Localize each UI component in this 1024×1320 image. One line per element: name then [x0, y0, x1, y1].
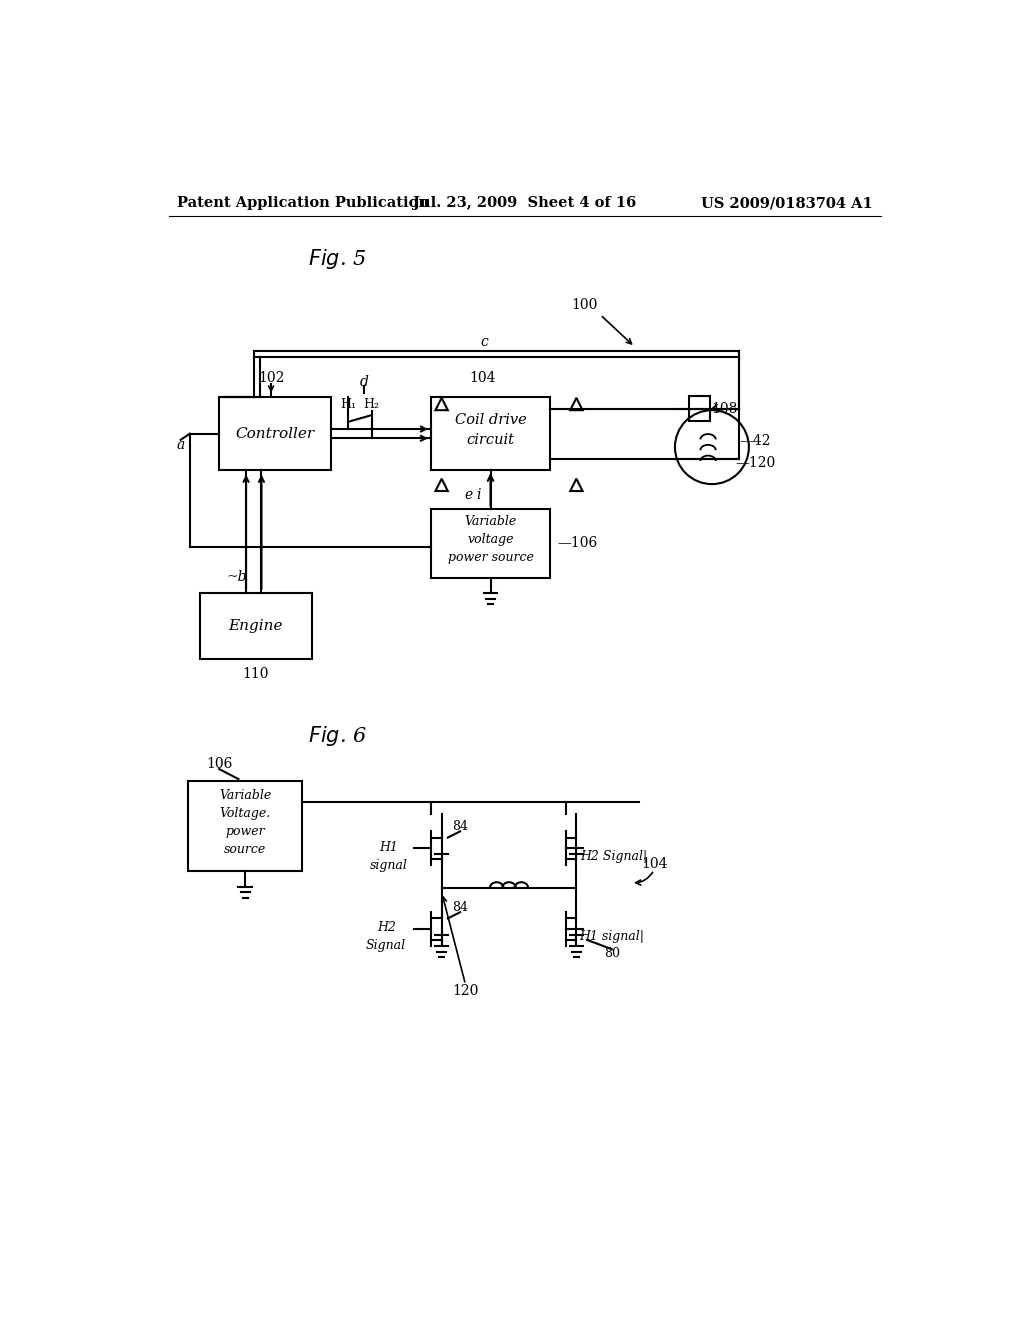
Text: 106: 106 — [206, 756, 232, 771]
Text: 84: 84 — [453, 820, 468, 833]
Text: $\it{Fig}$. 6: $\it{Fig}$. 6 — [307, 723, 367, 748]
Text: H2
Signal: H2 Signal — [367, 921, 407, 952]
Text: 110: 110 — [243, 668, 269, 681]
Text: —120: —120 — [735, 455, 775, 470]
Text: H₁: H₁ — [340, 399, 356, 412]
Text: a: a — [176, 438, 184, 453]
Text: —106: —106 — [557, 536, 597, 550]
Text: Patent Application Publication: Patent Application Publication — [177, 197, 429, 210]
Text: US 2009/0183704 A1: US 2009/0183704 A1 — [701, 197, 872, 210]
Text: d: d — [359, 375, 369, 388]
Text: Variable
voltage
power source: Variable voltage power source — [447, 515, 534, 564]
Text: Controller: Controller — [236, 426, 314, 441]
Text: 100: 100 — [571, 298, 598, 312]
Text: 104: 104 — [641, 857, 668, 871]
Text: 104: 104 — [470, 371, 496, 385]
Text: 102: 102 — [258, 371, 285, 385]
Text: Jul. 23, 2009  Sheet 4 of 16: Jul. 23, 2009 Sheet 4 of 16 — [413, 197, 637, 210]
Text: H1 signal|: H1 signal| — [580, 931, 644, 944]
Text: H2 Signal|: H2 Signal| — [580, 850, 647, 862]
Bar — [188, 780, 302, 871]
Text: e: e — [465, 488, 473, 502]
Text: Engine: Engine — [228, 619, 283, 634]
Bar — [200, 594, 311, 659]
Text: c: c — [481, 335, 488, 348]
Text: Coil drive
circuit: Coil drive circuit — [455, 413, 526, 446]
Text: —42: —42 — [739, 434, 771, 447]
Text: i: i — [477, 488, 481, 502]
Bar — [219, 397, 331, 470]
Bar — [431, 508, 550, 578]
Text: 84: 84 — [453, 902, 468, 915]
Text: 80: 80 — [604, 948, 620, 961]
Text: 120: 120 — [453, 983, 478, 998]
Text: $\it{Fig}$. 5: $\it{Fig}$. 5 — [307, 247, 366, 271]
Text: Variable
Voltage.
power
source: Variable Voltage. power source — [219, 788, 271, 855]
Text: H₂: H₂ — [364, 399, 380, 412]
Bar — [689, 396, 711, 421]
Bar — [431, 397, 550, 470]
Text: 108: 108 — [711, 401, 737, 416]
Text: ~b: ~b — [226, 569, 247, 583]
Text: H1
signal: H1 signal — [370, 841, 408, 871]
